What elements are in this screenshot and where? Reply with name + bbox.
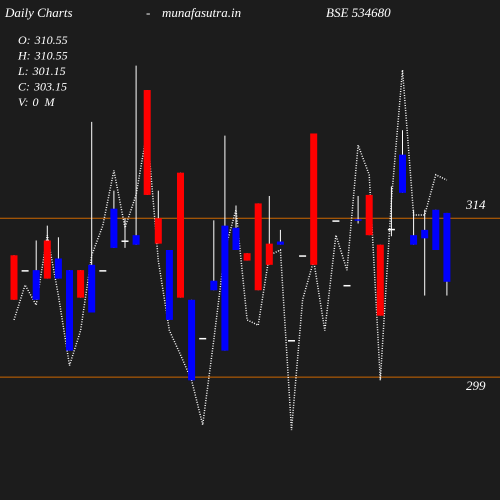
chart-title: Daily Charts: [4, 5, 73, 20]
candle-body: [332, 220, 340, 222]
candle-body: [154, 218, 162, 244]
candle-body: [132, 235, 140, 245]
line-series: [13, 69, 448, 431]
info-value: 301.15: [32, 64, 66, 78]
candle-body: [265, 243, 273, 265]
candle-body: [43, 240, 51, 279]
candle-body: [143, 90, 151, 195]
candle-body: [254, 203, 262, 291]
candle-body: [177, 172, 184, 298]
info-label: L:: [17, 64, 29, 78]
candle-body: [54, 258, 62, 279]
info-line: V: 0 M: [18, 95, 56, 109]
info-line: L: 301.15: [17, 64, 66, 78]
candle-body: [221, 225, 229, 351]
candle-body: [21, 270, 29, 272]
level-label: 299: [466, 378, 486, 393]
info-label: H:: [17, 49, 31, 63]
info-value: 310.55: [34, 49, 68, 63]
candle-body: [199, 337, 207, 340]
info-unit: M: [44, 95, 56, 109]
candle-body: [365, 194, 373, 236]
info-value: 303.15: [33, 80, 67, 94]
candle-body: [432, 209, 440, 250]
source: munafasutra.in: [162, 5, 241, 20]
candle-body: [88, 264, 96, 313]
candle-body: [354, 219, 362, 221]
symbol: BSE 534680: [326, 5, 391, 20]
candle-body: [66, 270, 73, 351]
info-label: C:: [18, 80, 30, 94]
info-value: 0: [33, 95, 39, 109]
candle-body: [165, 250, 173, 320]
candle-body: [188, 299, 196, 381]
candle-body: [10, 255, 18, 300]
candle-body: [299, 255, 307, 257]
candle-body: [376, 244, 384, 316]
candle-body: [410, 235, 418, 245]
candle-body: [288, 340, 295, 342]
candle-body: [99, 270, 107, 272]
candle-body: [421, 229, 429, 239]
candle-body: [399, 154, 406, 193]
info-value: 310.55: [34, 33, 68, 47]
candle-body: [276, 241, 284, 245]
info-line: C: 303.15: [18, 80, 67, 94]
candle-body: [343, 284, 351, 287]
info-line: O: 310.55: [18, 33, 68, 47]
candle-body: [243, 253, 251, 261]
info-label: O:: [18, 33, 31, 47]
info-panel: O: 310.55H: 310.55L: 301.15C: 303.15V: 0 M: [17, 33, 68, 109]
candle-body: [232, 227, 240, 250]
candle-body: [77, 270, 85, 298]
candle-body: [121, 240, 129, 242]
candle-body: [110, 208, 118, 248]
level-label: 314: [465, 197, 486, 212]
candle-body: [32, 270, 40, 300]
info-line: H: 310.55: [17, 49, 68, 63]
candle-body: [310, 133, 318, 265]
plot-area: [0, 65, 500, 431]
separator: -: [146, 5, 150, 20]
info-label: V:: [18, 95, 29, 109]
candle-body: [210, 280, 218, 291]
candle-body: [443, 212, 451, 282]
candle-body: [387, 228, 395, 231]
